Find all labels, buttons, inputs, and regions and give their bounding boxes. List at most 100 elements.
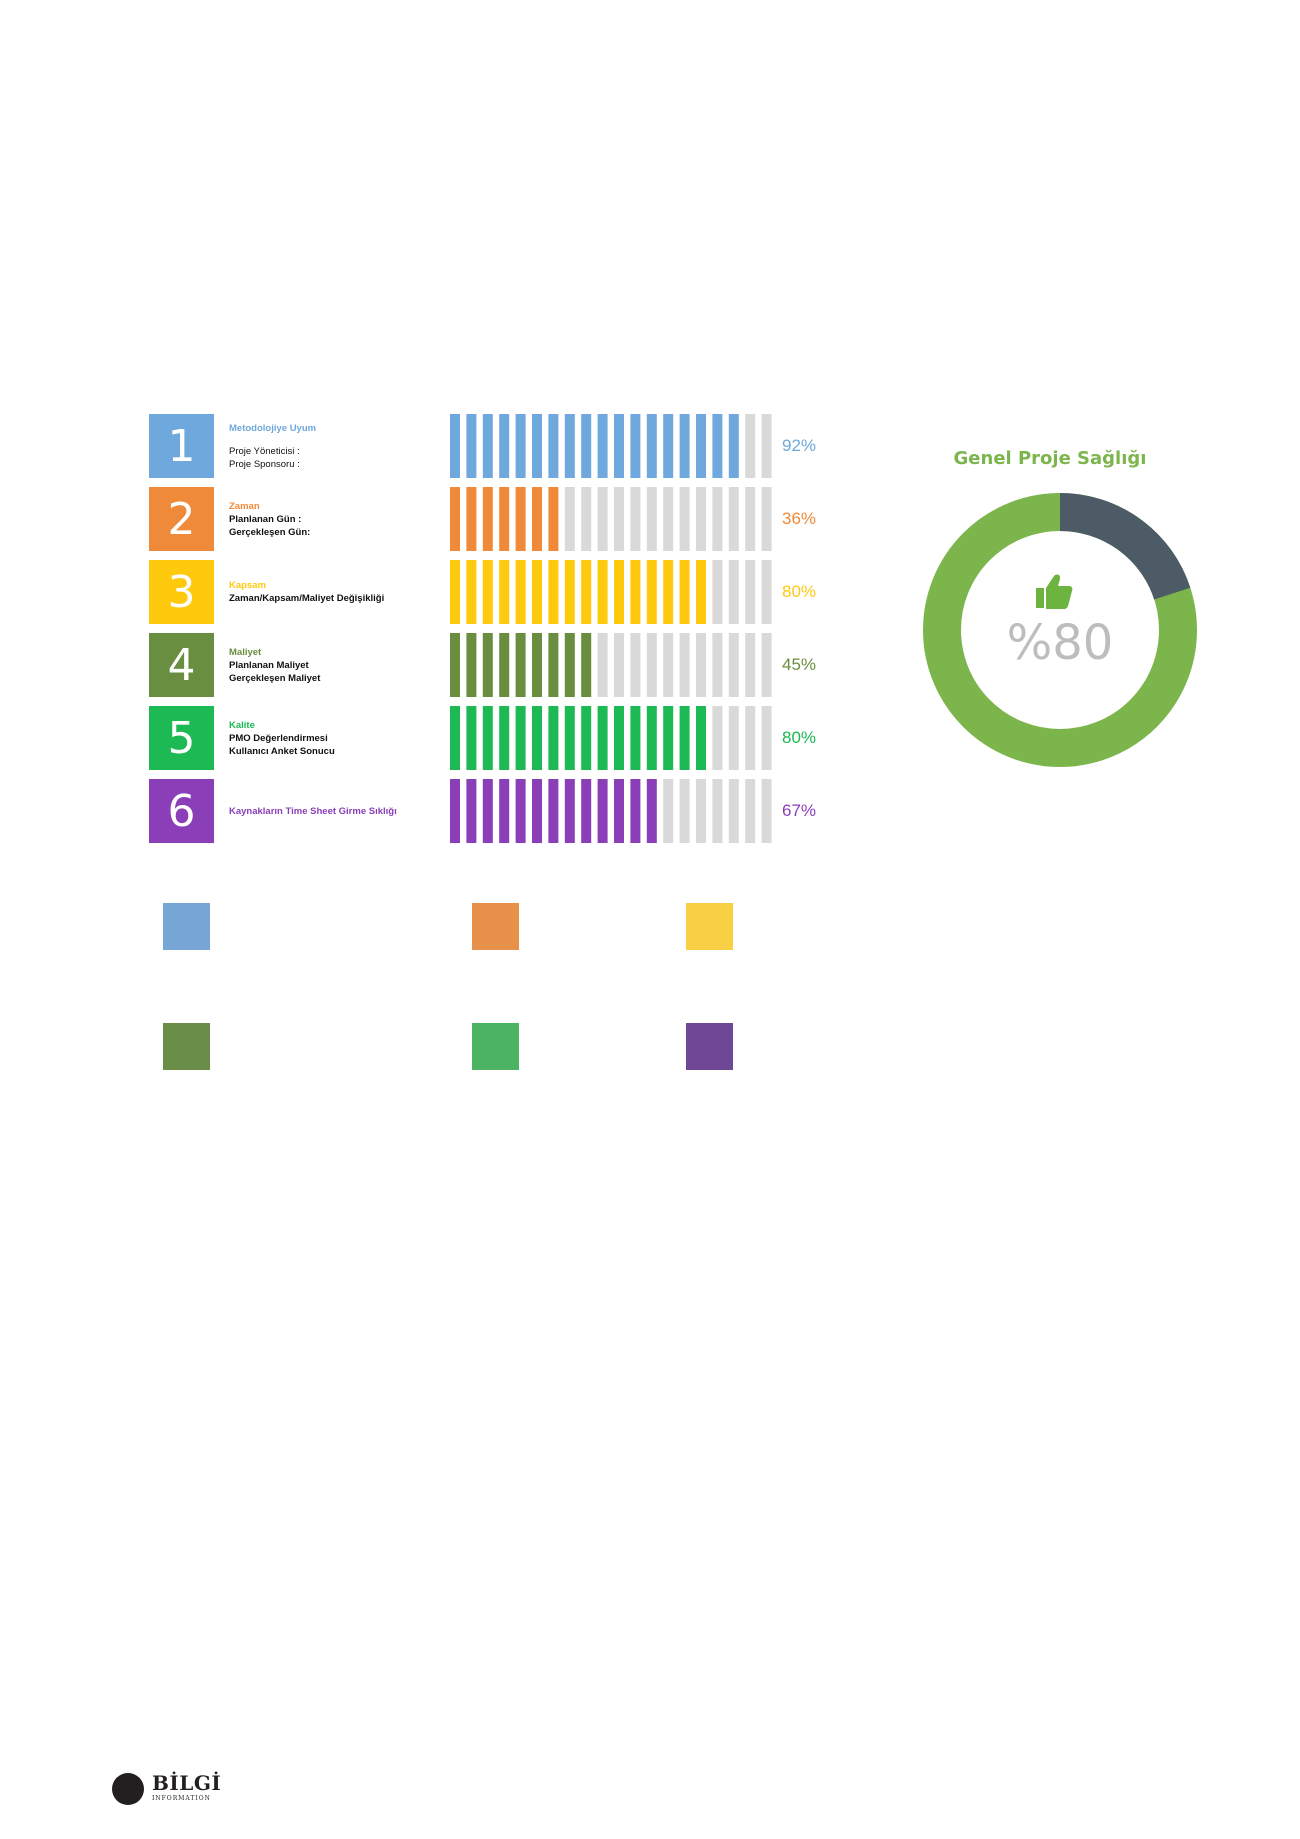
bar-segment-empty: [728, 779, 739, 843]
bar-segment-filled: [548, 414, 559, 478]
bar-segment-filled: [466, 560, 477, 624]
metric-percent: 92%: [782, 436, 817, 455]
bar-segment-empty: [646, 487, 657, 551]
bar-segment-filled: [515, 414, 526, 478]
bar-segment-empty: [745, 560, 756, 624]
bar-segment-filled: [696, 706, 706, 770]
metric-percent: 45%: [782, 655, 817, 674]
legend-swatch: [686, 1023, 733, 1070]
metric-percent: 36%: [782, 509, 817, 528]
bar-segment-empty: [663, 487, 674, 551]
bar-segment-empty: [564, 487, 575, 551]
bar-segment-empty: [745, 779, 756, 843]
legend-swatch: [163, 903, 210, 950]
bar-segment-filled: [663, 414, 674, 478]
bar-segment-filled: [597, 414, 608, 478]
bar-segment-filled: [663, 706, 674, 770]
metric-line: Kullanıcı Anket Sonucu: [229, 745, 335, 757]
metric-text: Metodolojiye Uyum Proje Yöneticisi : Proje…: [229, 414, 439, 478]
bar-segment-empty: [745, 414, 756, 478]
bar-segment-empty: [712, 779, 723, 843]
legend-swatch: [686, 903, 733, 950]
bar-segment-empty: [761, 487, 772, 551]
bar-segment-filled: [564, 633, 575, 697]
bar-segment-filled: [679, 414, 690, 478]
bar-segment-filled: [646, 560, 657, 624]
bar-segment-empty: [679, 633, 690, 697]
bar-segment-empty: [745, 706, 756, 770]
bar-segment-filled: [630, 706, 641, 770]
bar-segment-filled: [614, 779, 624, 843]
metric-percent: 80%: [782, 728, 817, 747]
metric-title: Kalite: [229, 719, 255, 731]
bar-segment-filled: [499, 487, 510, 551]
bar-segment-filled: [597, 706, 608, 770]
bar-segment-filled: [548, 487, 559, 551]
bar-segment-empty: [761, 560, 772, 624]
bar-segment-empty: [663, 779, 674, 843]
metric-row-2: 2 Zaman Planlanan Gün : Gerçekleşen Gün: 36%: [149, 487, 819, 551]
legend-swatch: [472, 903, 519, 950]
bar-segment-filled: [728, 414, 739, 478]
bar-segment-filled: [564, 414, 575, 478]
bar-segment-filled: [450, 779, 460, 843]
metric-row-5: 5 Kalite PMO Değerlendirmesi Kullanıcı Anke…: [149, 706, 819, 770]
bar-segment-filled: [614, 414, 624, 478]
bar-segment-filled: [466, 706, 477, 770]
metric-number-box: 4: [149, 633, 214, 697]
bar-segment-filled: [581, 414, 592, 478]
metric-line: Gerçekleşen Maliyet: [229, 672, 321, 684]
bar-segment-filled: [646, 414, 657, 478]
bar-segment-filled: [646, 706, 657, 770]
bar-segment-empty: [614, 487, 624, 551]
legend-swatch: [163, 1023, 210, 1070]
bar-segment-filled: [515, 633, 526, 697]
bar-segment-filled: [482, 487, 493, 551]
bar-segment-filled: [482, 414, 493, 478]
bar-segment-filled: [532, 487, 542, 551]
bar-segment-empty: [712, 560, 723, 624]
bar-segment-filled: [614, 706, 624, 770]
metric-text: Kalite PMO Değerlendirmesi Kullanıcı Anket…: [229, 706, 439, 770]
bar-segment-filled: [548, 706, 559, 770]
bar-segment-filled: [548, 633, 559, 697]
bar-segment-filled: [466, 633, 477, 697]
bar-segment-filled: [515, 706, 526, 770]
bar-segment-filled: [696, 560, 706, 624]
bar-segment-empty: [679, 779, 690, 843]
bar-segment-filled: [581, 706, 592, 770]
metric-line: Gerçekleşen Gün:: [229, 526, 311, 538]
metric-row-4: 4 Maliyet Planlanan Maliyet Gerçekleşen Mal…: [149, 633, 819, 697]
bar-segment-empty: [630, 633, 641, 697]
bar-segment-filled: [630, 414, 641, 478]
bar-segment-filled: [499, 779, 510, 843]
metric-title: Zaman: [229, 500, 260, 512]
metric-number-box: 3: [149, 560, 214, 624]
bar-segment-filled: [482, 633, 493, 697]
metric-number-box: 6: [149, 779, 214, 843]
bar-segment-filled: [532, 779, 542, 843]
bar-segment-empty: [761, 633, 772, 697]
bar-segment-filled: [532, 414, 542, 478]
bar-segment-filled: [450, 414, 460, 478]
bar-segment-filled: [663, 560, 674, 624]
bar-segment-filled: [597, 560, 608, 624]
logo-dot: [112, 1773, 144, 1805]
metric-number-box: 5: [149, 706, 214, 770]
bar-segment-empty: [696, 779, 706, 843]
metric-text: Zaman Planlanan Gün : Gerçekleşen Gün:: [229, 487, 439, 551]
metric-title: Kapsam: [229, 580, 266, 591]
bar-segment-filled: [515, 560, 526, 624]
metric-text: Kaynakların Time Sheet Girme Sıklığı: [229, 779, 439, 843]
bar-segment-filled: [499, 706, 510, 770]
bar-segment-filled: [630, 779, 641, 843]
bar-segment-filled: [614, 560, 624, 624]
bar-segment-empty: [761, 779, 772, 843]
bar-segment-empty: [646, 633, 657, 697]
thumbs-up-icon: [1032, 570, 1076, 614]
legend-swatch: [472, 1023, 519, 1070]
metric-row-3: 3 Kapsam Zaman/Kapsam/Maliyet Değişikliği 8…: [149, 560, 819, 624]
bar-segment-empty: [712, 633, 723, 697]
bar-segment-empty: [745, 487, 756, 551]
metric-text: Maliyet Planlanan Maliyet Gerçekleşen Mali…: [229, 633, 439, 697]
